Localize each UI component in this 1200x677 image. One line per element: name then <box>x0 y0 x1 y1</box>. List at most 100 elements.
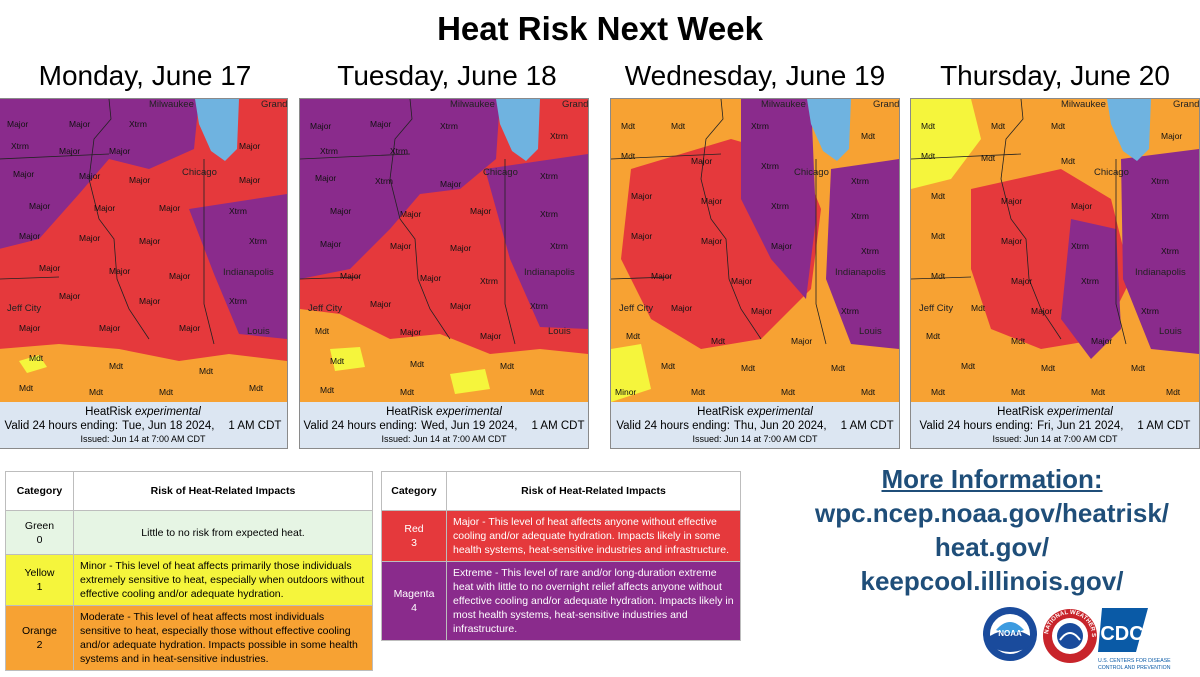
legend-description: Minor - This level of heat affects prima… <box>73 554 373 606</box>
map-risk-label: Major <box>315 173 336 183</box>
map-risk-label: Xtrm <box>550 131 568 141</box>
legend-row-green: Green 0 Little to no risk from expected h… <box>5 510 373 555</box>
map-risk-label: Major <box>450 243 471 253</box>
legend-category-level: 0 <box>36 533 43 546</box>
map-risk-label: Major <box>109 266 130 276</box>
cdc-logo: CDC U.S. CENTERS FOR DISEASE CONTROL AND… <box>1096 606 1196 677</box>
map-caption: HeatRisk experimental Valid 24 hours end… <box>611 402 899 448</box>
map-risk-label: Major <box>94 203 115 213</box>
map-risk-label: Xtrm <box>851 211 869 221</box>
map-risk-label: Mdt <box>931 271 946 281</box>
map-risk-label: Major <box>59 291 80 301</box>
map-risk-label: Xtrm <box>1081 276 1099 286</box>
map-risk-label: Mdt <box>971 303 986 313</box>
legend-category-name: Red <box>404 523 424 535</box>
caption-valid-time: 1 AM CDT <box>840 420 894 432</box>
caption-experimental: experimental <box>1047 406 1113 418</box>
caption-issued: Issued: Jun 14 at 7:00 AM CDT <box>692 434 818 444</box>
map-image: Chicago Indianapolis Jeff City Milwaukee… <box>911 99 1199 402</box>
link-keepcool[interactable]: keepcool.illinois.gov/ <box>860 566 1124 596</box>
caption-valid-date: Wed, Jun 19 2024, <box>421 420 518 432</box>
map-risk-label: Xtrm <box>841 306 859 316</box>
map-risk-label: Major <box>420 273 441 283</box>
map-risk-label: Major <box>400 209 421 219</box>
map-risk-label: Xtrm <box>851 176 869 186</box>
map-risk-label: Major <box>129 175 150 185</box>
map-city-label: Louis <box>548 326 571 337</box>
heatrisk-legend-table-high: Category Risk of Heat-Related Impacts Re… <box>381 471 741 641</box>
map-city-label: Louis <box>247 326 270 337</box>
map-risk-label: Mdt <box>931 231 946 241</box>
map-risk-label: Major <box>69 119 90 129</box>
map-risk-label: Xtrm <box>375 176 393 186</box>
map-risk-label: Mdt <box>981 153 996 163</box>
map-city-label: Jeff City <box>308 303 342 314</box>
map-city-label: Grand R <box>562 99 588 110</box>
caption-valid-prefix: Valid 24 hours ending: <box>303 420 418 432</box>
map-risk-label: Xtrm <box>1071 241 1089 251</box>
map-risk-label: Xtrm <box>229 296 247 306</box>
map-risk-label: Xtrm <box>1151 176 1169 186</box>
more-info-heading: More Information: <box>881 464 1103 494</box>
map-risk-label: Mdt <box>530 387 545 397</box>
map-risk-label: Major <box>631 191 652 201</box>
map-city-label: Indianapolis <box>1135 267 1186 278</box>
map-risk-label: Mdt <box>921 121 936 131</box>
legend-category-name: Green <box>24 519 55 532</box>
caption-valid-time: 1 AM CDT <box>1137 420 1191 432</box>
map-risk-label: Xtrm <box>540 209 558 219</box>
day-label-4: Thursday, June 20 <box>940 60 1170 91</box>
map-image: Chicago Indianapolis Jeff City Milwaukee… <box>611 99 899 402</box>
legend-description: Moderate - This level of heat affects mo… <box>73 605 373 671</box>
legend-header-category: Category <box>5 471 74 511</box>
caption-valid-prefix: Valid 24 hours ending: <box>4 420 119 432</box>
map-risk-label: Major <box>139 296 160 306</box>
map-risk-label: Major <box>370 119 391 129</box>
page-title: Heat Risk Next Week <box>437 10 763 47</box>
map-risk-label: Xtrm <box>1151 211 1169 221</box>
more-information-block: More Information: wpc.ncep.noaa.gov/heat… <box>792 462 1192 598</box>
map-risk-label: Xtrm <box>440 121 458 131</box>
map-city-label: Jeff City <box>919 303 953 314</box>
caption-product: HeatRisk <box>697 406 744 418</box>
map-risk-label: Xtrm <box>761 161 779 171</box>
caption-issued: Issued: Jun 14 at 7:00 AM CDT <box>381 434 507 444</box>
map-risk-label: Mdt <box>671 121 686 131</box>
link-heatrisk[interactable]: wpc.ncep.noaa.gov/heatrisk/ <box>815 498 1169 528</box>
map-risk-label: Mdt <box>961 361 976 371</box>
caption-valid-date: Tue, Jun 18 2024, <box>122 420 215 432</box>
map-city-label: Chicago <box>1094 167 1129 178</box>
map-city-label: Grand R <box>261 99 287 110</box>
cdc-subtitle-2: CONTROL AND PREVENTION <box>1098 665 1171 671</box>
map-risk-label: Major <box>450 301 471 311</box>
caption-experimental: experimental <box>747 406 813 418</box>
map-risk-label: Major <box>169 271 190 281</box>
legend-header-risk: Risk of Heat-Related Impacts <box>73 471 373 511</box>
map-risk-label: Xtrm <box>861 246 879 256</box>
map-city-label: Milwaukee <box>450 99 495 110</box>
map-risk-label: Major <box>631 231 652 241</box>
map-risk-label: Mdt <box>931 191 946 201</box>
map-risk-label: Mdt <box>1011 387 1026 397</box>
map-risk-label: Major <box>139 236 160 246</box>
map-risk-label: Mdt <box>500 361 515 371</box>
map-risk-label: Major <box>59 146 80 156</box>
map-risk-label: Major <box>1011 276 1032 286</box>
map-risk-label: Mdt <box>661 361 676 371</box>
map-risk-label: Mdt <box>109 361 124 371</box>
map-caption: HeatRisk experimental Valid 24 hours end… <box>300 402 588 448</box>
map-risk-label: Major <box>39 263 60 273</box>
map-risk-label: Major <box>79 171 100 181</box>
map-risk-label: Xtrm <box>751 121 769 131</box>
map-city-label: Indianapolis <box>524 267 575 278</box>
legend-category-level: 2 <box>36 639 43 651</box>
legend-category-name: Magenta <box>393 588 435 600</box>
map-risk-label: Major <box>19 231 40 241</box>
map-risk-label: Mdt <box>1131 363 1146 373</box>
caption-product: HeatRisk <box>997 406 1044 418</box>
legend-description: Major - This level of heat affects anyon… <box>446 510 741 562</box>
map-risk-label: Major <box>1091 336 1112 346</box>
map-risk-label: Mdt <box>991 121 1006 131</box>
link-heat-gov[interactable]: heat.gov/ <box>934 532 1050 562</box>
map-risk-label: Mdt <box>626 331 641 341</box>
